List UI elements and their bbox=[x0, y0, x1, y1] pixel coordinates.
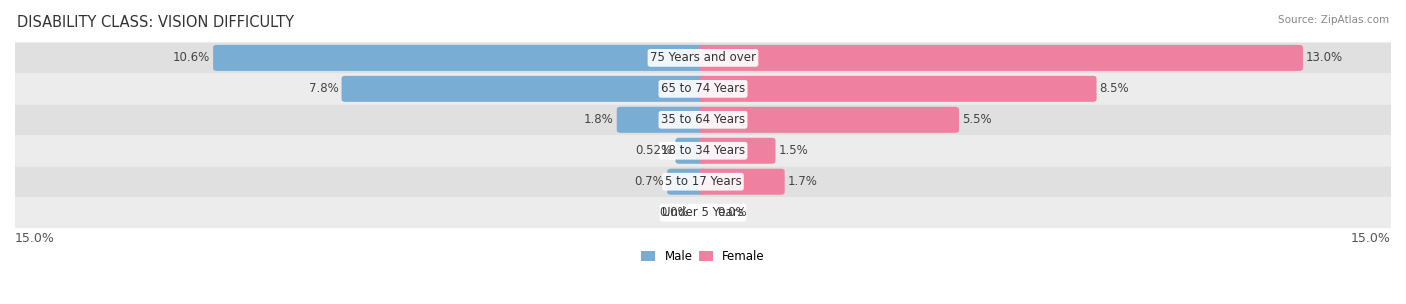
Text: Source: ZipAtlas.com: Source: ZipAtlas.com bbox=[1278, 15, 1389, 25]
Text: 35 to 64 Years: 35 to 64 Years bbox=[661, 113, 745, 126]
Text: 13.0%: 13.0% bbox=[1306, 51, 1343, 64]
Text: 15.0%: 15.0% bbox=[1351, 232, 1391, 245]
Text: 5.5%: 5.5% bbox=[962, 113, 991, 126]
FancyBboxPatch shape bbox=[699, 169, 785, 195]
FancyBboxPatch shape bbox=[617, 107, 707, 133]
Text: 0.0%: 0.0% bbox=[659, 206, 689, 219]
Text: 18 to 34 Years: 18 to 34 Years bbox=[661, 144, 745, 157]
FancyBboxPatch shape bbox=[699, 45, 1303, 71]
Text: 10.6%: 10.6% bbox=[173, 51, 209, 64]
FancyBboxPatch shape bbox=[668, 169, 707, 195]
FancyBboxPatch shape bbox=[699, 138, 776, 164]
FancyBboxPatch shape bbox=[214, 45, 707, 71]
FancyBboxPatch shape bbox=[15, 135, 1391, 166]
Text: Under 5 Years: Under 5 Years bbox=[662, 206, 744, 219]
Text: 75 Years and over: 75 Years and over bbox=[650, 51, 756, 64]
Text: 1.7%: 1.7% bbox=[787, 175, 818, 188]
Text: 65 to 74 Years: 65 to 74 Years bbox=[661, 82, 745, 95]
Text: 15.0%: 15.0% bbox=[15, 232, 55, 245]
Text: 1.8%: 1.8% bbox=[583, 113, 613, 126]
Text: DISABILITY CLASS: VISION DIFFICULTY: DISABILITY CLASS: VISION DIFFICULTY bbox=[17, 15, 294, 30]
FancyBboxPatch shape bbox=[15, 197, 1391, 228]
FancyBboxPatch shape bbox=[699, 76, 1097, 102]
Legend: Male, Female: Male, Female bbox=[637, 245, 769, 268]
FancyBboxPatch shape bbox=[675, 138, 707, 164]
Text: 0.0%: 0.0% bbox=[717, 206, 747, 219]
FancyBboxPatch shape bbox=[699, 107, 959, 133]
Text: 5 to 17 Years: 5 to 17 Years bbox=[665, 175, 741, 188]
Text: 1.5%: 1.5% bbox=[779, 144, 808, 157]
FancyBboxPatch shape bbox=[15, 166, 1391, 197]
FancyBboxPatch shape bbox=[15, 73, 1391, 104]
Text: 0.52%: 0.52% bbox=[636, 144, 672, 157]
FancyBboxPatch shape bbox=[15, 43, 1391, 73]
Text: 8.5%: 8.5% bbox=[1099, 82, 1129, 95]
Text: 7.8%: 7.8% bbox=[308, 82, 339, 95]
FancyBboxPatch shape bbox=[342, 76, 707, 102]
Text: 0.7%: 0.7% bbox=[634, 175, 664, 188]
FancyBboxPatch shape bbox=[15, 104, 1391, 135]
